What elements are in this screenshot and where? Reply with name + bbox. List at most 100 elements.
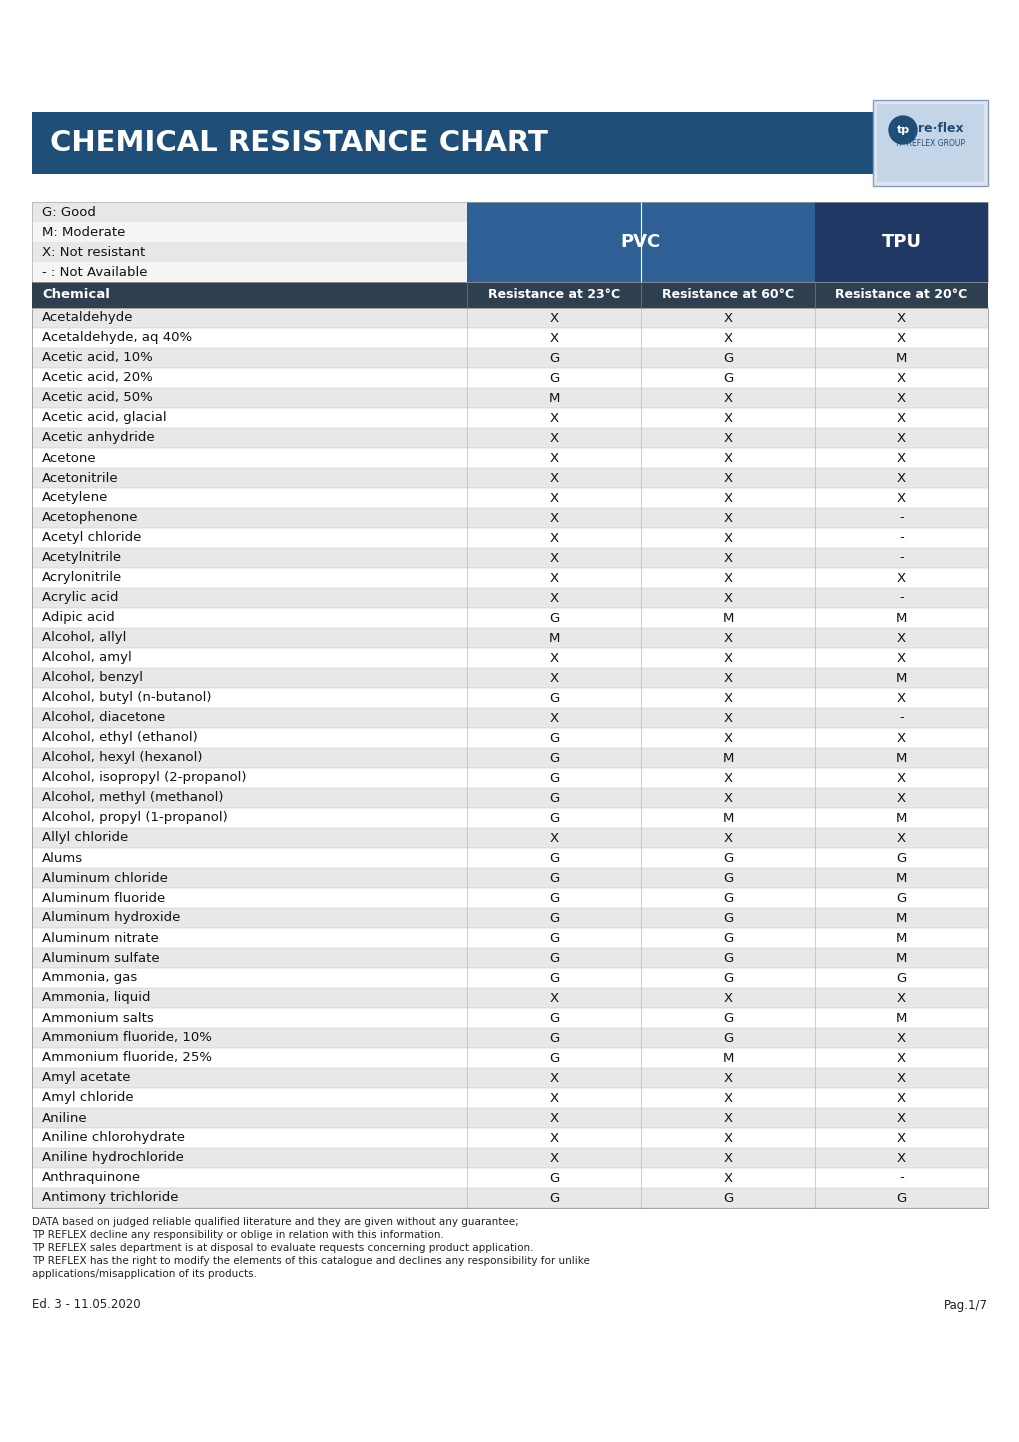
Text: X: X	[549, 832, 558, 845]
Text: G: G	[548, 771, 558, 784]
Text: M: Moderate: M: Moderate	[42, 225, 125, 238]
Text: X: X	[549, 512, 558, 525]
Text: TP REFLEX has the right to modify the elements of this catalogue and declines an: TP REFLEX has the right to modify the el…	[32, 1256, 589, 1266]
Text: M: M	[721, 751, 733, 764]
Text: X: X	[722, 431, 732, 444]
Text: X: X	[722, 711, 732, 724]
Text: X: X	[896, 692, 905, 705]
Text: X: X	[896, 431, 905, 444]
Text: G: G	[548, 911, 558, 924]
Text: Acetylnitrile: Acetylnitrile	[42, 551, 122, 564]
Text: Alcohol, propyl (1-propanol): Alcohol, propyl (1-propanol)	[42, 812, 227, 825]
Text: X: X	[896, 332, 905, 345]
Text: M: M	[548, 391, 559, 405]
Text: Aluminum fluoride: Aluminum fluoride	[42, 891, 165, 904]
Bar	[32, 968, 987, 988]
Text: G: G	[722, 911, 733, 924]
Text: Acetone: Acetone	[42, 451, 97, 464]
Text: G: G	[722, 352, 733, 365]
Bar	[32, 868, 987, 888]
Text: X: X	[896, 451, 905, 464]
Text: Aluminum sulfate: Aluminum sulfate	[42, 952, 159, 965]
Text: -: -	[898, 591, 903, 604]
Text: Alcohol, isopropyl (2-propanol): Alcohol, isopropyl (2-propanol)	[42, 771, 247, 784]
Text: G: G	[722, 972, 733, 985]
Text: Acrylic acid: Acrylic acid	[42, 591, 118, 604]
Text: X: X	[896, 391, 905, 405]
Bar	[32, 508, 987, 528]
Text: X: X	[549, 591, 558, 604]
Text: Amyl chloride: Amyl chloride	[42, 1092, 133, 1105]
Text: X: X	[722, 532, 732, 545]
Bar	[32, 908, 987, 929]
Text: X: X	[722, 1071, 732, 1084]
Text: G: G	[548, 1191, 558, 1204]
Bar	[32, 609, 987, 629]
Text: Aniline: Aniline	[42, 1112, 88, 1125]
Text: Acetic acid, glacial: Acetic acid, glacial	[42, 411, 166, 424]
Bar	[32, 1188, 987, 1208]
Text: X: X	[896, 992, 905, 1005]
Text: G: G	[548, 352, 558, 365]
Text: X: X	[896, 1152, 905, 1165]
Text: applications/misapplication of its products.: applications/misapplication of its produ…	[32, 1269, 257, 1279]
Text: G: G	[548, 812, 558, 825]
Text: G: G	[722, 952, 733, 965]
Text: M: M	[548, 632, 559, 645]
Text: G: G	[548, 1171, 558, 1184]
Text: X: X	[722, 391, 732, 405]
Text: M: M	[895, 352, 906, 365]
Text: - : Not Available: - : Not Available	[42, 265, 148, 278]
Text: M: M	[895, 812, 906, 825]
Text: -: -	[898, 551, 903, 564]
Text: M: M	[895, 911, 906, 924]
Text: X: X	[722, 512, 732, 525]
Text: X: X	[722, 792, 732, 805]
Text: Aniline hydrochloride: Aniline hydrochloride	[42, 1152, 183, 1165]
Bar	[32, 848, 987, 868]
Text: Acetylene: Acetylene	[42, 492, 108, 505]
Bar	[32, 428, 987, 448]
Bar	[32, 1168, 987, 1188]
Text: Ammonium fluoride, 25%: Ammonium fluoride, 25%	[42, 1051, 212, 1064]
Text: X: X	[722, 451, 732, 464]
Text: X: X	[722, 332, 732, 345]
Text: G: G	[722, 1031, 733, 1044]
Bar	[872, 99, 987, 186]
Text: TP REFLEX GROUP: TP REFLEX GROUP	[894, 140, 964, 149]
Text: Alcohol, diacetone: Alcohol, diacetone	[42, 711, 165, 724]
Text: Ammonia, gas: Ammonia, gas	[42, 972, 138, 985]
Bar	[32, 947, 987, 968]
Bar	[467, 202, 814, 283]
Text: X: X	[722, 1171, 732, 1184]
Text: G: G	[722, 932, 733, 945]
Text: Adipic acid: Adipic acid	[42, 611, 115, 624]
Text: X: X	[549, 431, 558, 444]
Bar	[32, 688, 987, 708]
Text: X: X	[549, 411, 558, 424]
Bar	[32, 242, 467, 262]
Text: X: X	[722, 672, 732, 685]
Text: X: X	[722, 832, 732, 845]
Text: Acetonitrile: Acetonitrile	[42, 472, 118, 485]
Bar	[32, 708, 987, 728]
Text: X: X	[722, 731, 732, 744]
Bar	[32, 828, 987, 848]
Text: Resistance at 23°C: Resistance at 23°C	[487, 288, 620, 301]
Text: X: X	[549, 1071, 558, 1084]
Text: Alums: Alums	[42, 851, 83, 865]
Text: Ammonium salts: Ammonium salts	[42, 1011, 154, 1024]
Text: M: M	[895, 871, 906, 884]
Text: X: X	[722, 551, 732, 564]
Text: G: G	[722, 372, 733, 385]
Text: X: X	[896, 1092, 905, 1105]
Text: Alcohol, amyl: Alcohol, amyl	[42, 652, 131, 665]
Text: -: -	[898, 711, 903, 724]
Text: X: X	[549, 332, 558, 345]
Bar	[32, 1069, 987, 1089]
Bar	[32, 309, 987, 1208]
Text: G: G	[896, 1191, 906, 1204]
Bar	[32, 1148, 987, 1168]
Text: X: X	[722, 311, 732, 324]
Text: G: Good: G: Good	[42, 206, 96, 219]
